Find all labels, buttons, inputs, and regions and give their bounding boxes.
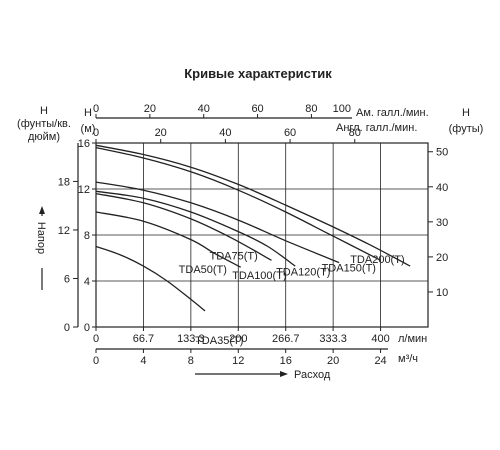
flow-arrow-head <box>280 371 288 377</box>
left-outer-tick-label: 6 <box>64 273 70 285</box>
left-inner-tick-label: 8 <box>84 230 90 242</box>
curve-tda75t <box>95 192 272 261</box>
top-am-tick-label: 100 <box>333 103 351 115</box>
bottom-m3h-tick-label: 20 <box>327 355 339 367</box>
top-am-tick-label: 60 <box>251 103 263 115</box>
top-am-gpm-label: Ам. галл./мин. <box>356 107 429 119</box>
bottom-lpm-tick-label: 66.7 <box>133 333 154 345</box>
bottom-m3h-label: м³/ч <box>398 353 418 365</box>
right-tick-label: 10 <box>436 287 448 299</box>
series-label-tda50t: TDA50(T) <box>179 264 227 276</box>
head-axis-title: Напор <box>35 222 47 254</box>
right-label-line-1: H <box>462 107 470 119</box>
left-inner-tick-label: 16 <box>78 138 90 150</box>
series-label-tda120t: TDA120(T) <box>276 267 330 279</box>
bottom-lpm-tick-label: 0 <box>93 333 99 345</box>
bottom-m3h-tick-label: 24 <box>374 355 386 367</box>
right-tick-label: 20 <box>436 252 448 264</box>
bottom-lpm-tick-label: 200 <box>229 333 247 345</box>
top-am-tick-label: 0 <box>93 103 99 115</box>
top-am-tick-label: 20 <box>144 103 156 115</box>
left-outer-tick-label: 12 <box>58 225 70 237</box>
right-label-line-2: (футы) <box>449 123 484 135</box>
top-uk-tick-label: 60 <box>284 127 296 139</box>
bottom-m3h-tick-label: 12 <box>232 355 244 367</box>
chart-title: Кривые характеристик <box>184 66 332 81</box>
head-arrow-head <box>39 206 45 214</box>
top-uk-tick-label: 40 <box>219 127 231 139</box>
right-tick-label: 50 <box>436 147 448 159</box>
series-label-tda75t: TDA75(T) <box>209 250 257 262</box>
left-inner-tick-label: 4 <box>84 276 90 288</box>
bottom-lpm-tick-label: 266.7 <box>272 333 300 345</box>
series-label-tda35t: TDA35(T) <box>195 335 243 347</box>
left-outer-tick-label: 18 <box>58 176 70 188</box>
left-inner-label-line-2: (м) <box>81 123 96 135</box>
left-outer-tick-label: 0 <box>64 322 70 334</box>
curve-tda150t <box>95 146 381 261</box>
curve-tda50t <box>95 211 242 268</box>
bottom-m3h-tick-label: 4 <box>140 355 146 367</box>
bottom-lpm-label: л/мин <box>398 333 427 345</box>
top-am-tick-label: 80 <box>305 103 317 115</box>
bottom-m3h-tick-label: 8 <box>188 355 194 367</box>
top-uk-gpm-label: Англ. галл./мин. <box>336 122 417 134</box>
left-inner-tick-label: 0 <box>84 322 90 334</box>
top-uk-tick-label: 20 <box>155 127 167 139</box>
left-inner-label-line-1: H <box>84 107 92 119</box>
bottom-lpm-tick-label: 400 <box>371 333 389 345</box>
bottom-lpm-tick-label: 333.3 <box>319 333 347 345</box>
curve-tda100t <box>95 190 296 267</box>
flow-axis-title: Расход <box>294 369 331 381</box>
curve-tda120t <box>95 181 340 264</box>
curve-tda35t <box>95 245 206 312</box>
bottom-lpm-tick-label: 133.3 <box>177 333 205 345</box>
series-label-tda100t: TDA100(T) <box>232 270 286 282</box>
top-uk-tick-label: 0 <box>93 127 99 139</box>
top-am-tick-label: 40 <box>198 103 210 115</box>
bottom-m3h-tick-label: 16 <box>280 355 292 367</box>
left-outer-label-line-3: дюйм) <box>28 131 60 143</box>
bottom-m3h-tick-label: 0 <box>93 355 99 367</box>
curve-tda200t <box>95 144 411 267</box>
top-uk-tick-label: 80 <box>349 127 361 139</box>
right-tick-label: 40 <box>436 182 448 194</box>
left-inner-tick-label: 12 <box>78 184 90 196</box>
series-label-tda150t: TDA150(T) <box>322 262 376 274</box>
series-label-tda200t: TDA200(T) <box>350 254 404 266</box>
left-outer-label-line-2: (фунты/кв. <box>17 118 71 130</box>
right-tick-label: 30 <box>436 217 448 229</box>
left-outer-label-line-1: H <box>40 105 48 117</box>
